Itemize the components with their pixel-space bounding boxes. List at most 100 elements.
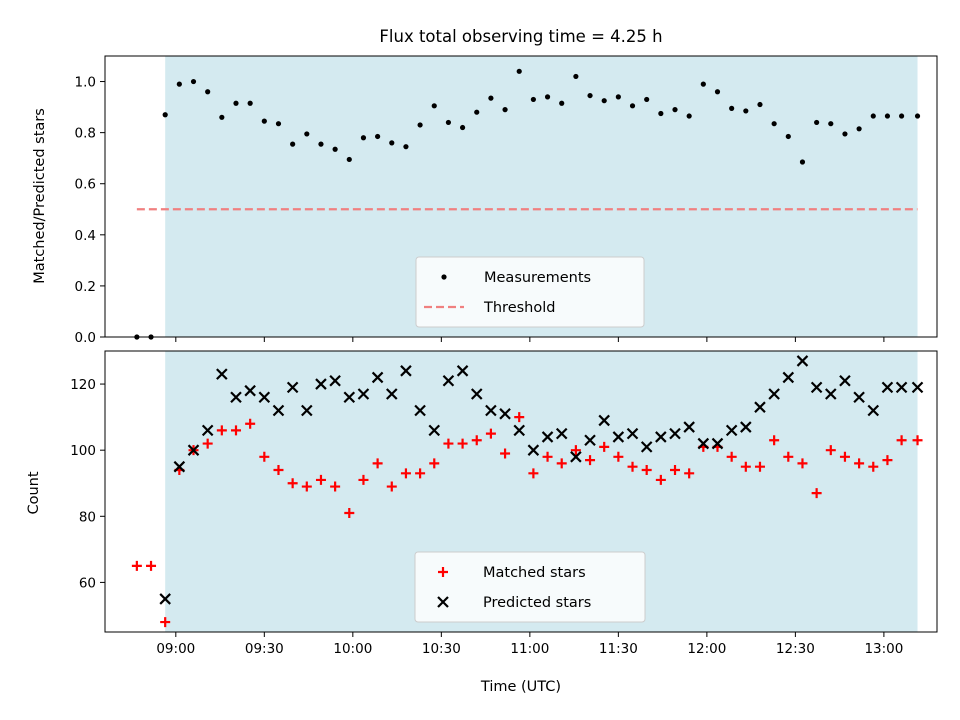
matched-star-point [912, 435, 923, 446]
measurement-point [431, 103, 437, 109]
top-legend-box [415, 256, 645, 328]
matched-star-point [146, 560, 157, 571]
predicted-star-point [499, 408, 511, 420]
predicted-star-point [555, 427, 568, 440]
matched-star-point [627, 461, 638, 472]
matched-star-point [429, 458, 440, 469]
measurement-point [771, 121, 777, 127]
measurement-point [318, 141, 324, 147]
matched-star-point [570, 445, 581, 456]
matched-star-point [230, 425, 241, 436]
measurement-point [346, 156, 352, 163]
predicted-star-point [272, 404, 285, 417]
predicted-star-point [244, 384, 256, 397]
matched-star-point [131, 560, 142, 571]
bottom-y-axis-label: Count [26, 471, 42, 514]
bottom-axes-frame [104, 350, 938, 633]
x-tick-label: 09:00 [156, 641, 195, 657]
predicted-star-point [782, 371, 795, 384]
measurement-point [445, 119, 452, 126]
measurement-point [474, 109, 480, 115]
matched-star-point [301, 481, 312, 492]
predicted-star-point [385, 388, 398, 400]
predicted-star-point [513, 424, 526, 437]
x-axis-label: Time (UTC) [480, 679, 561, 695]
top-y-tick-label: 0.8 [75, 126, 96, 142]
measurement-point [587, 92, 593, 99]
matched-star-point [358, 474, 369, 485]
matched-star-point [457, 438, 468, 449]
measurement-point [884, 113, 891, 119]
matched-star-point [585, 455, 596, 466]
bottom-series-predicted-stars [159, 355, 924, 605]
matched-star-point [854, 458, 865, 469]
top-panel-flux-ratio: 0.0 0.2 0.4 0.6 0.8 1.0 Measurements Threshold [75, 55, 938, 346]
matched-star-point [655, 474, 666, 485]
measurement-point [870, 113, 876, 119]
predicted-star-point [584, 434, 596, 447]
measurement-point [814, 119, 820, 126]
measurement-point [700, 81, 706, 87]
predicted-star-point [853, 391, 865, 404]
top-y-axis-label: Matched/Predicted stars [32, 108, 48, 284]
matched-star-point [259, 451, 270, 462]
predicted-star-point [400, 365, 412, 377]
predicted-star-point [371, 371, 384, 384]
measurement-point [304, 131, 310, 137]
top-series-measurements [134, 68, 921, 340]
measurement-point [176, 81, 182, 87]
matched-star-point [344, 507, 355, 518]
top-y-tick-label: 0.6 [75, 177, 96, 193]
top-legend-label: Threshold [483, 300, 555, 316]
bottom-y-tick-label: 120 [70, 377, 96, 393]
measurement-point [459, 124, 466, 131]
measurement-point [856, 126, 862, 132]
predicted-star-point [301, 404, 313, 417]
measurement-point [530, 96, 536, 103]
predicted-star-point [541, 431, 554, 443]
predicted-star-point [187, 444, 200, 456]
x-tick-label: 10:30 [422, 641, 461, 657]
matched-star-point [330, 481, 341, 492]
measurement-point [658, 110, 664, 117]
matched-star-point [684, 468, 695, 479]
predicted-star-point [725, 424, 738, 437]
top-y-tick-label: 1.0 [75, 75, 96, 91]
predicted-star-point [414, 404, 426, 417]
predicted-star-point [216, 368, 228, 380]
top-legend: Measurements Threshold [415, 256, 645, 328]
measurement-point [375, 133, 381, 140]
top-y-tick-label: 0.4 [75, 228, 96, 244]
measurement-point [205, 89, 211, 95]
predicted-star-point [315, 378, 327, 390]
predicted-star-point [895, 381, 908, 394]
matched-star-point [797, 458, 808, 469]
measurement-point [247, 100, 253, 106]
matched-star-point [273, 465, 284, 476]
predicted-star-point [867, 404, 880, 417]
matched-star-point [485, 428, 496, 439]
matched-star-point [372, 458, 383, 469]
matched-star-point [868, 461, 879, 472]
bottom-legend-label: Matched stars [483, 565, 586, 581]
predicted-star-point [754, 401, 766, 413]
measurement-point [502, 107, 508, 113]
predicted-star-point [768, 388, 780, 400]
predicted-star-point [655, 431, 667, 443]
predicted-star-point [329, 374, 341, 387]
x-tick-label: 11:00 [510, 641, 549, 657]
measurement-point [233, 100, 239, 106]
measurement-point [162, 112, 168, 118]
measurement-point [544, 94, 551, 100]
top-axes-frame [104, 55, 938, 338]
matched-star-point [896, 435, 907, 446]
measurement-point [799, 159, 806, 165]
bottom-panel-star-counts: 60 80 100 120 09:00 09:30 10:00 10:30 11:00 11:30… [70, 350, 938, 657]
matched-star-point [245, 418, 256, 429]
x-tick-label: 13:00 [864, 641, 903, 657]
measurement-point [190, 78, 197, 85]
measurement-point [672, 107, 678, 113]
bottom-y-tick-label: 100 [70, 443, 96, 459]
x-tick-label: 12:30 [776, 641, 815, 657]
